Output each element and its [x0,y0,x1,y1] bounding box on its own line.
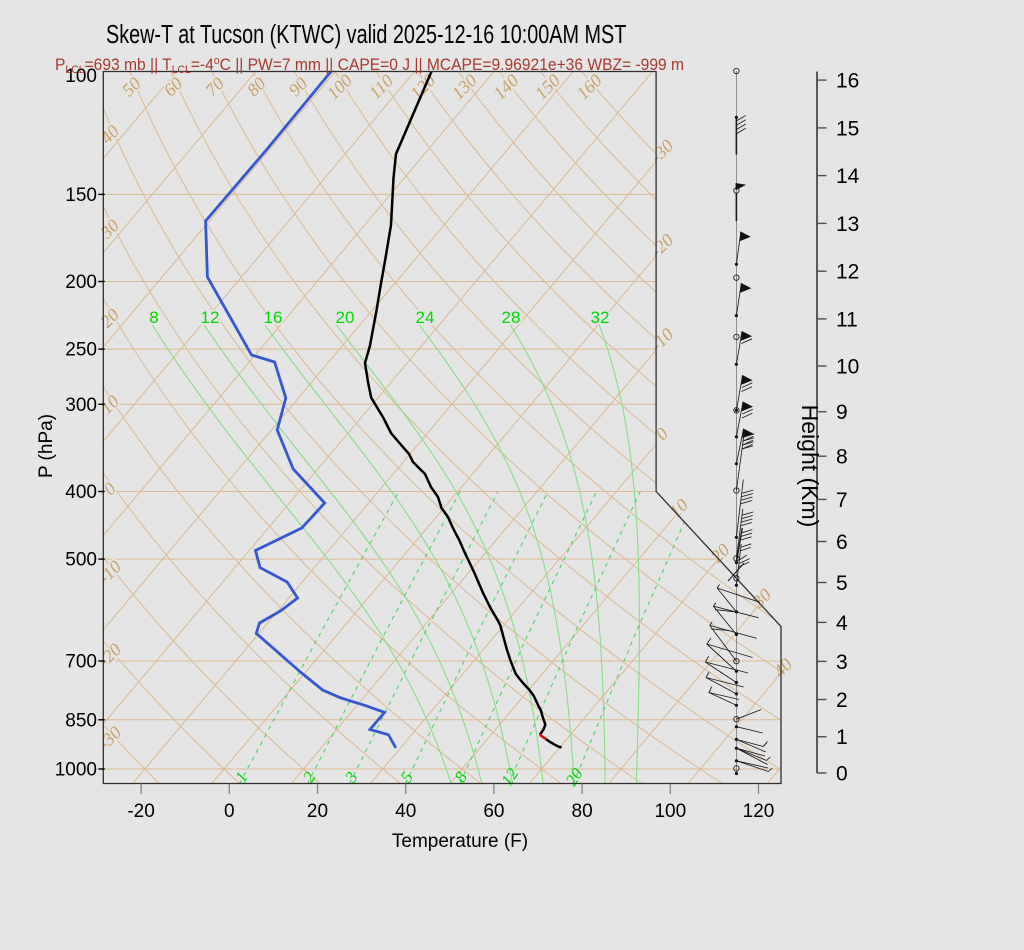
svg-text:12: 12 [201,308,220,327]
svg-text:Skew-T at Tucson (KTWC) valid: Skew-T at Tucson (KTWC) valid 2025-12-16… [106,19,626,48]
svg-text:80: 80 [572,801,593,822]
svg-text:10: 10 [836,356,859,379]
svg-text:P (hPa): P (hPa) [36,414,57,478]
svg-text:12: 12 [836,261,859,284]
svg-text:13: 13 [836,213,859,236]
svg-text:7: 7 [836,489,848,512]
svg-text:15: 15 [836,117,859,140]
svg-text:PLCL=693 mb || TLCL=-4oC || PW: PLCL=693 mb || TLCL=-4oC || PW=7 mm || C… [55,55,684,76]
svg-text:8: 8 [149,308,158,327]
svg-text:40: 40 [395,801,416,822]
svg-text:14: 14 [836,165,860,188]
svg-text:100: 100 [65,66,97,87]
svg-text:700: 700 [65,652,97,673]
svg-text:8: 8 [836,446,848,469]
svg-text:1000: 1000 [55,760,97,781]
svg-text:4: 4 [836,612,848,635]
svg-text:850: 850 [65,710,97,731]
svg-text:9: 9 [836,401,848,424]
svg-text:300: 300 [65,395,97,416]
svg-text:Height (Km): Height (Km) [797,405,823,528]
svg-text:5: 5 [836,572,848,595]
svg-text:24: 24 [416,308,435,327]
svg-text:2: 2 [836,689,848,712]
svg-text:-20: -20 [127,801,154,822]
svg-text:1: 1 [836,726,848,749]
svg-text:60: 60 [483,801,504,822]
svg-text:20: 20 [336,308,355,327]
svg-text:400: 400 [65,482,97,503]
svg-text:100: 100 [654,801,686,822]
svg-text:150: 150 [65,185,97,206]
svg-text:20: 20 [307,801,328,822]
svg-text:6: 6 [836,531,848,554]
svg-text:Temperature (F): Temperature (F) [392,831,528,852]
svg-text:11: 11 [836,308,858,331]
svg-text:500: 500 [65,550,97,571]
svg-text:3: 3 [836,651,848,674]
svg-text:28: 28 [502,308,521,327]
svg-text:120: 120 [743,801,775,822]
svg-text:16: 16 [836,70,859,93]
svg-text:0: 0 [224,801,235,822]
svg-text:250: 250 [65,340,97,361]
svg-text:0: 0 [836,763,848,786]
svg-text:200: 200 [65,272,97,293]
svg-text:32: 32 [591,308,610,327]
svg-text:16: 16 [264,308,283,327]
